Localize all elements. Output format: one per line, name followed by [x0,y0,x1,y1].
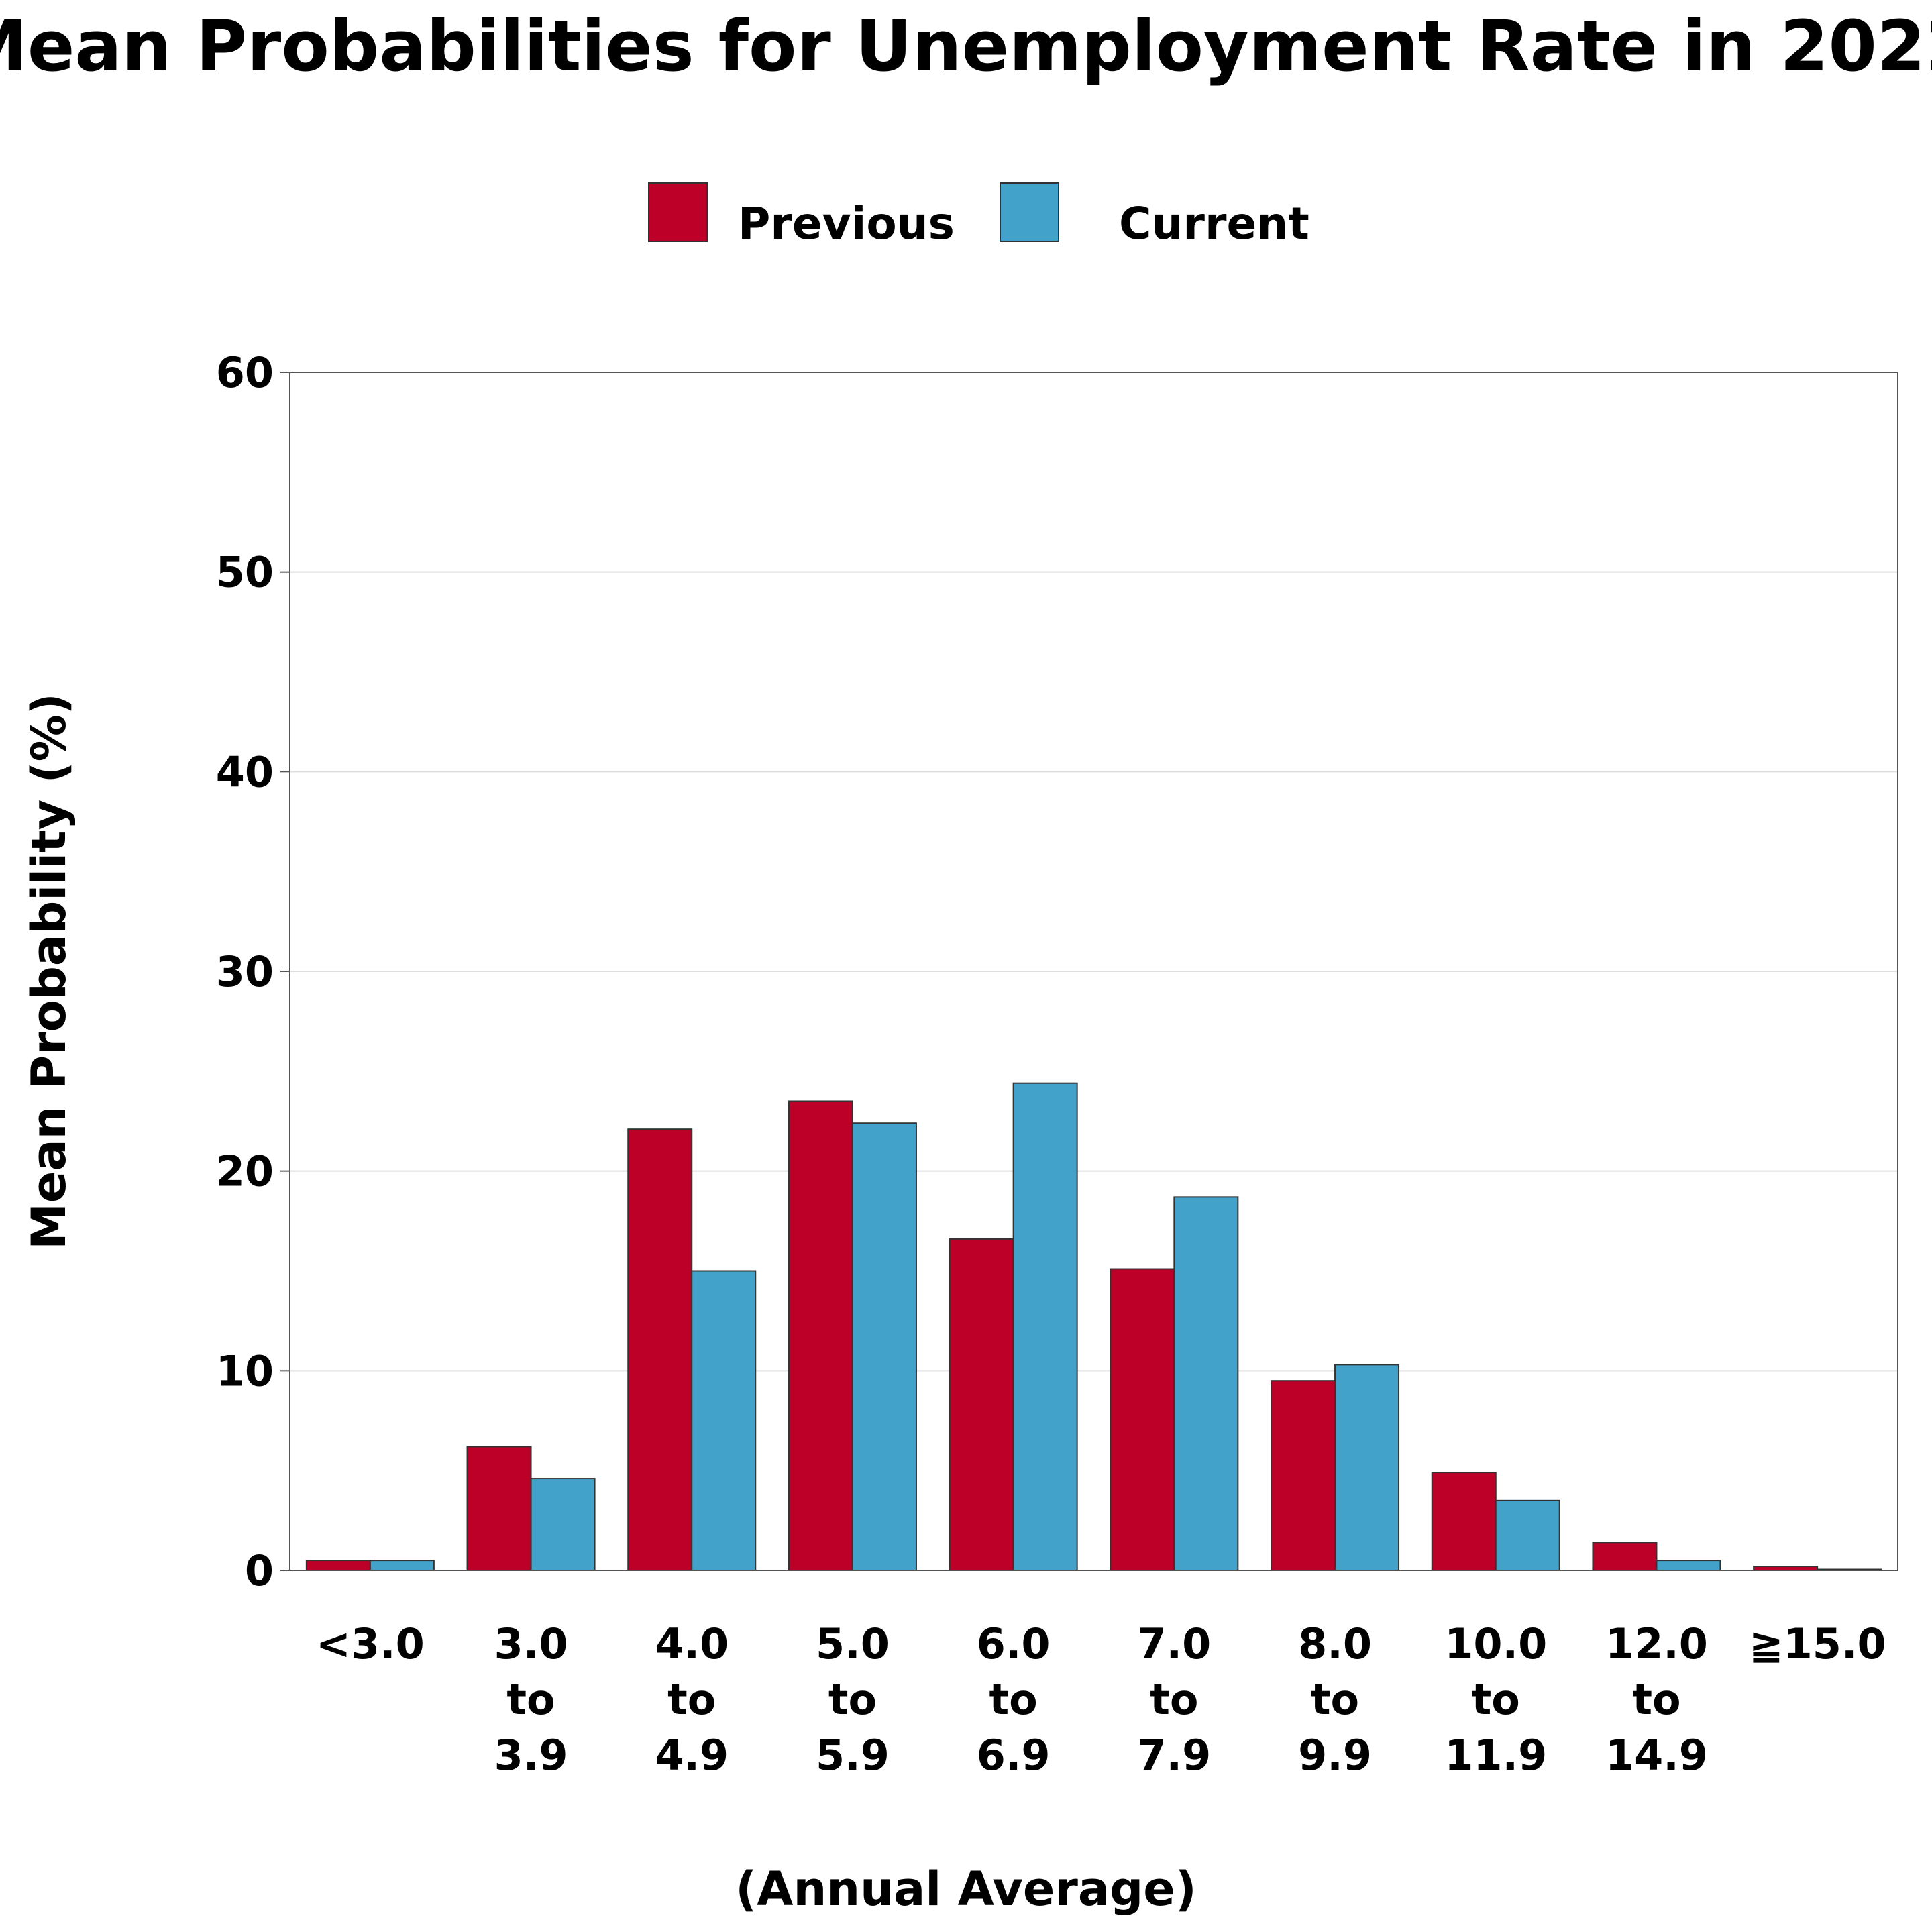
x-category-label: 6.0 to 6.9 [977,1619,1051,1780]
x-category-label: ≧15.0 [1749,1619,1886,1668]
x-category-label: <3.0 [316,1619,425,1668]
y-tick-label: 40 [216,747,274,796]
x-category-label-line: 7.0 [1137,1619,1211,1668]
x-category-label: 8.0 to 9.9 [1298,1619,1372,1780]
x-category-label-line: 9.9 [1298,1731,1372,1780]
x-category-label-line: 3.0 [494,1619,568,1668]
x-category-label-line: 6.0 [977,1619,1051,1668]
x-category-label-line: 11.9 [1444,1731,1547,1780]
bar-current-1 [530,1478,596,1571]
bar-previous-8 [1592,1542,1658,1571]
x-category-label: 7.0 to 7.9 [1137,1619,1211,1780]
gridlines [290,571,1898,1372]
bar-current-2 [691,1270,757,1571]
x-category-label-line: 7.9 [1137,1731,1211,1780]
x-category-label: 3.0 to 3.9 [494,1619,568,1780]
y-tick-label: 60 [216,348,274,397]
legend-label-current: Current [1119,198,1309,250]
x-category-label: 12.0 to 14.9 [1605,1619,1708,1780]
x-category-label-line: to [828,1675,877,1724]
x-category-label-line: to [506,1675,555,1724]
x-category-label-line: 5.0 [816,1619,890,1668]
bar-previous-2 [627,1128,693,1571]
x-category-label-line: to [1632,1675,1680,1724]
y-tick-label: 50 [216,548,274,597]
x-category-label-line: 5.9 [816,1731,890,1780]
x-category-label-line: 10.0 [1444,1619,1547,1668]
x-category-label-line: 4.0 [655,1619,729,1668]
legend-swatch-current [1000,182,1059,242]
bar-previous-4 [949,1238,1014,1571]
x-category-label-line: 4.9 [655,1731,729,1780]
bar-current-0 [369,1560,435,1572]
x-category-label-line: to [1311,1675,1359,1724]
chart-title: Mean Probabilities for Unemployment Rate… [0,5,1932,87]
y-tick-label: 0 [245,1546,274,1595]
x-category-label-line: <3.0 [316,1619,425,1668]
y-axis-title: Mean Probability (%) [21,693,76,1250]
x-category-label-line: ≧15.0 [1749,1619,1886,1668]
bar-current-4 [1012,1082,1078,1571]
bar-current-6 [1334,1364,1400,1571]
bar-previous-7 [1431,1472,1497,1571]
x-category-label-line: 14.9 [1605,1731,1708,1780]
bar-current-5 [1173,1196,1239,1571]
bar-current-7 [1495,1499,1560,1571]
legend: Previous Current [648,182,1309,250]
x-category-label-line: to [1472,1675,1520,1724]
bar-current-3 [851,1122,917,1571]
bars [305,1082,1882,1572]
bar-current-8 [1656,1560,1721,1572]
bar-previous-1 [466,1446,532,1572]
y-tick-label: 20 [216,1147,274,1196]
y-tick-label: 10 [216,1346,274,1395]
x-axis-title: (Annual Average) [735,1862,1196,1917]
bar-previous-5 [1110,1268,1175,1571]
x-category-label: 5.0 to 5.9 [816,1619,890,1780]
x-category-label: 10.0 to 11.9 [1444,1619,1547,1780]
bar-previous-3 [788,1100,853,1571]
bar-previous-6 [1271,1380,1336,1571]
x-category-label-line: 3.9 [494,1731,568,1780]
x-category-label-line: 6.9 [977,1731,1051,1780]
legend-swatch-previous [648,182,708,242]
x-category-label-line: 12.0 [1605,1619,1708,1668]
x-category-label-line: 8.0 [1298,1619,1372,1668]
bar-previous-0 [305,1560,371,1572]
y-tick-label: 30 [216,947,274,996]
x-category-label-line: to [667,1675,716,1724]
x-category-label: 4.0 to 4.9 [655,1619,729,1780]
x-category-label-line: to [989,1675,1038,1724]
x-category-label-line: to [1150,1675,1198,1724]
legend-label-previous: Previous [738,198,955,250]
x-axis-categories: <3.0 3.0 to 3.9 4.0 to 4.9 5.0 to 5.9 6.0 to 6.9 7.0 t… [316,1619,1886,1780]
y-axis-ticks: 0 10 20 30 40 50 60 [216,348,290,1595]
